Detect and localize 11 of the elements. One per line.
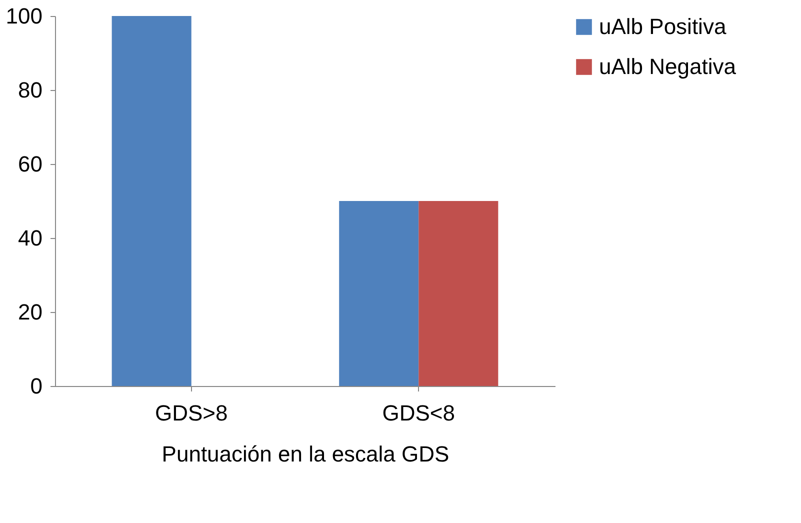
y-tick-label: 40: [18, 226, 42, 250]
y-tick-label: 100: [6, 4, 42, 28]
y-tick-label: 20: [18, 300, 42, 324]
y-tick-label: 80: [18, 78, 42, 102]
x-tick-label: GDS>8: [154, 400, 228, 426]
legend-label: uAlb Positiva: [599, 14, 727, 39]
y-tick-label: 60: [18, 152, 42, 176]
x-tick-label: GDS<8: [382, 400, 456, 426]
y-tick-label: 0: [30, 374, 42, 398]
legend-label: uAlb Negativa: [599, 54, 737, 79]
x-axis-title: Puntuación en la escala GDS: [162, 442, 450, 466]
